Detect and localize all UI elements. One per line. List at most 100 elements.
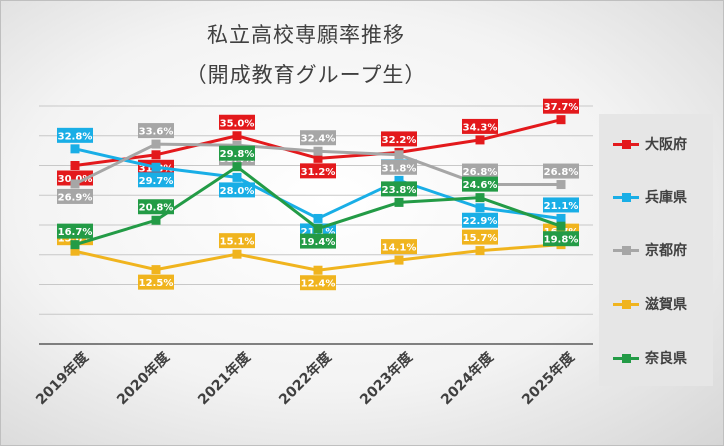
data-label-box — [300, 233, 336, 249]
x-tick-label: 2024年度 — [437, 348, 497, 408]
data-label: 12.4% — [301, 279, 336, 290]
data-label-box — [381, 239, 417, 255]
data-point — [151, 162, 161, 172]
legend-item-shiga: 滋賀県 — [613, 292, 687, 316]
data-point — [556, 115, 566, 125]
data-label: 26.8% — [463, 167, 498, 178]
data-label-box — [543, 231, 579, 247]
data-point — [232, 249, 242, 259]
data-label: 37.7% — [544, 102, 579, 113]
legend-label-shiga: 滋賀県 — [645, 297, 687, 313]
data-label-box — [462, 212, 498, 228]
data-label: 22.9% — [463, 216, 498, 227]
legend-item-kyoto: 京都府 — [613, 238, 687, 262]
data-point — [151, 150, 161, 160]
series-3: 26.9%33.6%33.4%32.4%31.8%26.8%26.8% — [57, 123, 579, 204]
data-point — [556, 213, 566, 223]
data-point — [313, 224, 323, 234]
data-label-box — [219, 233, 255, 249]
data-point — [313, 146, 323, 156]
data-label: 26.9% — [58, 192, 93, 203]
data-label: 34.3% — [463, 122, 498, 133]
data-label: 31.8% — [382, 163, 417, 174]
legend-item-osaka: 大阪府 — [613, 132, 687, 156]
data-point — [475, 203, 485, 213]
data-point — [556, 180, 566, 190]
data-label: 14.1% — [382, 243, 417, 254]
data-label: 23.8% — [382, 185, 417, 196]
data-label-box — [300, 130, 336, 146]
legend-label-osaka: 大阪府 — [645, 137, 687, 153]
data-point — [232, 172, 242, 182]
data-label-box — [381, 181, 417, 197]
data-point — [313, 213, 323, 223]
legend-label-nara: 奈良県 — [645, 351, 687, 367]
data-label: 32.4% — [301, 134, 336, 145]
data-label: 16.7% — [58, 227, 93, 238]
x-tick-label: 2021年度 — [194, 348, 254, 408]
x-tick-label: 2020年度 — [113, 348, 173, 408]
data-label: 31.2% — [301, 167, 336, 178]
legend-label-kyoto: 京都府 — [645, 243, 687, 259]
data-point — [232, 140, 242, 150]
data-label: 29.7% — [139, 176, 174, 187]
data-label-box — [462, 163, 498, 179]
data-label-box — [138, 172, 174, 188]
x-tick-label: 2022年度 — [275, 348, 335, 408]
data-label-box — [138, 274, 174, 290]
data-label-box — [381, 131, 417, 147]
data-point — [151, 139, 161, 149]
data-point — [475, 135, 485, 145]
chart-title: 私立高校専願率推移 — [207, 23, 405, 47]
data-label-box — [543, 197, 579, 213]
data-label-box — [462, 118, 498, 134]
data-label-box — [57, 223, 93, 239]
data-label: 15.6% — [58, 234, 93, 245]
data-point — [313, 153, 323, 163]
data-point — [394, 150, 404, 160]
data-point — [70, 179, 80, 189]
legend-marker-osaka — [613, 137, 639, 151]
legend: 大阪府 兵庫県 京都府 滋賀県 奈良県 — [599, 114, 713, 386]
data-point — [313, 265, 323, 275]
x-tick-label: 2025年度 — [518, 348, 578, 408]
legend-marker-hyogo — [613, 190, 639, 204]
legend-marker-kyoto — [613, 243, 639, 257]
legend-label-hyogo: 兵庫県 — [645, 190, 687, 206]
data-point — [70, 144, 80, 154]
data-label-box — [219, 182, 255, 198]
data-point — [70, 161, 80, 170]
data-label: 19.4% — [301, 237, 336, 248]
data-label: 15.1% — [220, 237, 255, 248]
data-label: 26.8% — [544, 167, 579, 178]
data-label: 32.8% — [58, 131, 93, 142]
data-label-box — [57, 170, 93, 186]
data-point — [475, 193, 485, 203]
data-label-box — [543, 98, 579, 114]
data-label-box — [57, 188, 93, 204]
data-label: 19.8% — [544, 235, 579, 246]
x-tick-labels: 2019年度 2020年度 2021年度 2022年度 2023年度 2024年度 2025… — [32, 348, 578, 408]
data-label: 21.1% — [544, 201, 579, 212]
legend-item-hyogo: 兵庫県 — [613, 185, 687, 209]
legend-marker-shiga — [613, 297, 639, 311]
data-point — [394, 255, 404, 265]
data-label-box — [462, 229, 498, 245]
data-label: 15.7% — [463, 233, 498, 244]
data-point — [394, 175, 404, 185]
x-tick-label: 2019年度 — [32, 348, 92, 408]
data-label: 20.8% — [139, 203, 174, 214]
data-point — [70, 240, 80, 250]
data-label-box — [543, 163, 579, 179]
data-label-box — [219, 145, 255, 161]
data-point — [556, 221, 566, 231]
data-label-box — [300, 275, 336, 291]
data-point — [151, 265, 161, 275]
data-label-box — [57, 127, 93, 143]
data-label: 32.2% — [382, 135, 417, 146]
data-label-box — [300, 163, 336, 179]
x-tick-label: 2023年度 — [356, 348, 416, 408]
legend-marker-nara — [613, 351, 639, 365]
